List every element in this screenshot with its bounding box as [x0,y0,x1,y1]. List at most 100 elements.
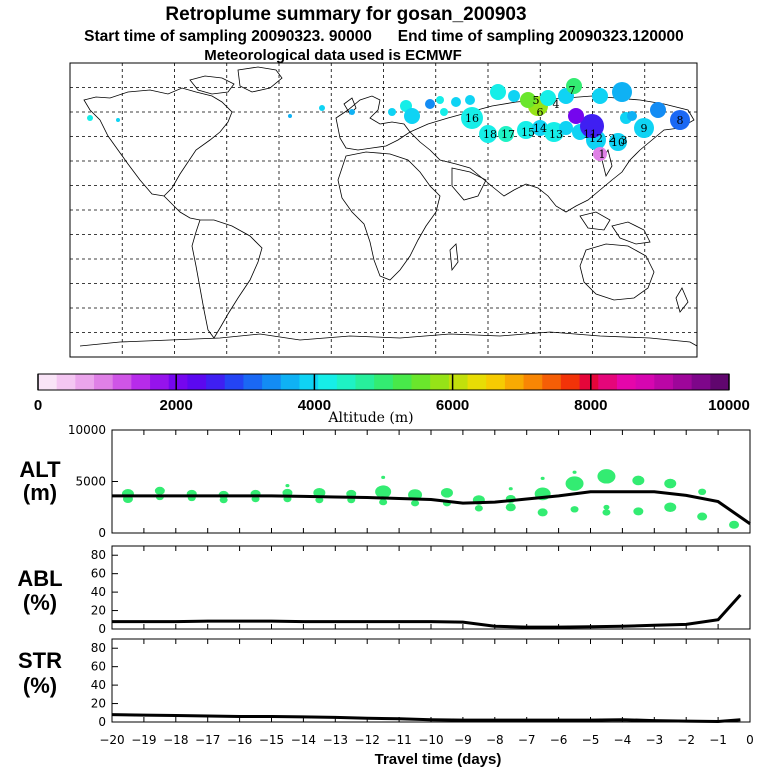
colorbar-swatch [206,374,226,390]
plume-marker [627,111,637,121]
plume-marker [479,125,497,143]
plume-day-label: 5 [533,94,540,107]
abl-ytick-label: 80 [91,548,106,562]
coastlines [79,66,698,347]
alt-panel-units: (m) [23,480,57,505]
alt-panel-frame [111,429,751,534]
alt-cluster-point [375,485,392,499]
colorbar-swatch [598,374,618,390]
colorbar-swatch [336,374,356,390]
str-panel-frame [111,638,751,723]
plume-marker [544,122,564,142]
plume-day-label: 7 [569,84,576,97]
alt-cluster-point [729,520,740,529]
colorbar-swatch [635,374,655,390]
x-tick-label: −14 [291,733,316,747]
abl-ytick-label: 60 [91,567,106,581]
colorbar-swatch [486,374,506,390]
str-ytick-label: 40 [91,678,106,692]
x-axis-label: Travel time (days) [375,751,502,768]
x-tick-label: −7 [518,733,536,747]
plume-day-label: 9 [641,122,648,135]
x-tick-label: −11 [386,733,411,747]
colorbar-swatch [94,374,114,390]
alt-cluster-point [315,496,324,504]
alt-cluster-point [537,508,548,517]
x-tick-label: −17 [195,733,220,747]
plume-day-label: 2 [609,132,616,145]
alt-cluster-point [603,504,610,510]
plume-marker [490,84,506,100]
colorbar-swatch [467,374,487,390]
x-tick-label: 0 [746,733,754,747]
colorbar-swatch [131,374,151,390]
colorbar-swatch [654,374,674,390]
colorbar-swatch [374,374,394,390]
x-tick-label: −8 [486,733,504,747]
plume-day-label: 1 [599,148,606,161]
plume-day-label: 8 [677,114,684,127]
plume-marker [87,115,93,121]
alt-cluster-point [633,507,644,516]
plume-marker [451,97,461,107]
plume-day-label: 10 [611,136,625,149]
alt-cluster-point [411,499,420,507]
colorbar-tick-label: 4000 [298,397,331,414]
x-tick-label: −19 [131,733,156,747]
alt-ytick-label: 5000 [75,475,106,489]
x-tick-label: −13 [323,733,348,747]
plume-day-label: 3 [621,134,628,147]
plume-day-label: 15 [521,126,535,139]
x-tick-label: −20 [99,733,124,747]
colorbar-swatch [299,374,319,390]
colorbar-swatch [392,374,413,390]
plume-cluster-markers [87,78,690,161]
abl-panel-label: ABL [17,566,62,591]
altitude-colorbar: 0 2000 4000 6000 8000 10000 [34,373,750,414]
colorbar-swatch [523,374,543,390]
abl-line [112,593,742,629]
x-tick-label: −5 [582,733,600,747]
plume-day-label: 16 [465,112,479,125]
alt-cluster-point [632,475,645,486]
plume-marker [288,114,292,118]
plume-marker [559,121,573,135]
plume-marker [388,108,396,116]
colorbar-swatch [168,374,188,390]
plume-marker [404,108,420,124]
colorbar-swatch [411,374,431,390]
str-ytick-label: 0 [98,715,106,729]
alt-cluster-point [572,470,577,474]
alt-cluster-point [697,512,708,521]
colorbar-swatch [280,374,300,390]
plume-day-label: 14 [533,122,547,135]
alt-cluster-point [381,475,386,479]
abl-panel-units: (%) [23,590,57,615]
colorbar-title: Altitude (m) [327,410,413,426]
alt-panel-label: ALT [19,457,61,482]
colorbar-swatch [262,374,282,390]
colorbar-tick-label: 6000 [436,397,469,414]
plume-marker [440,108,448,116]
plume-marker [116,118,120,122]
alt-cluster-point [219,496,228,504]
met-data-line: Meteorological data used is ECMWF [204,47,462,64]
colorbar-swatch [710,374,730,390]
alt-cluster-point [540,476,545,481]
alt-cluster-point [570,506,579,513]
str-ytick-label: 80 [91,641,106,655]
str-plot: 0 20 40 60 80 [91,639,751,729]
colorbar-swatch [56,374,76,390]
x-tick-label: −6 [550,733,568,747]
x-tick-label: −1 [709,733,727,747]
alt-cluster-point [285,484,290,488]
plume-marker [498,126,514,142]
plume-marker [592,88,608,104]
colorbar-tick-label: 0 [34,397,42,414]
travel-time-axis: −20 −19 −18 −17 −16 −15 −14 −13 −12 −11 −10 −9 −8 −7−… [99,733,753,747]
plume-marker [465,95,475,105]
figure-title: Retroplume summary for gosan_200903 [165,4,526,25]
sampling-times: Start time of sampling 20090323. 90000 E… [84,28,684,45]
